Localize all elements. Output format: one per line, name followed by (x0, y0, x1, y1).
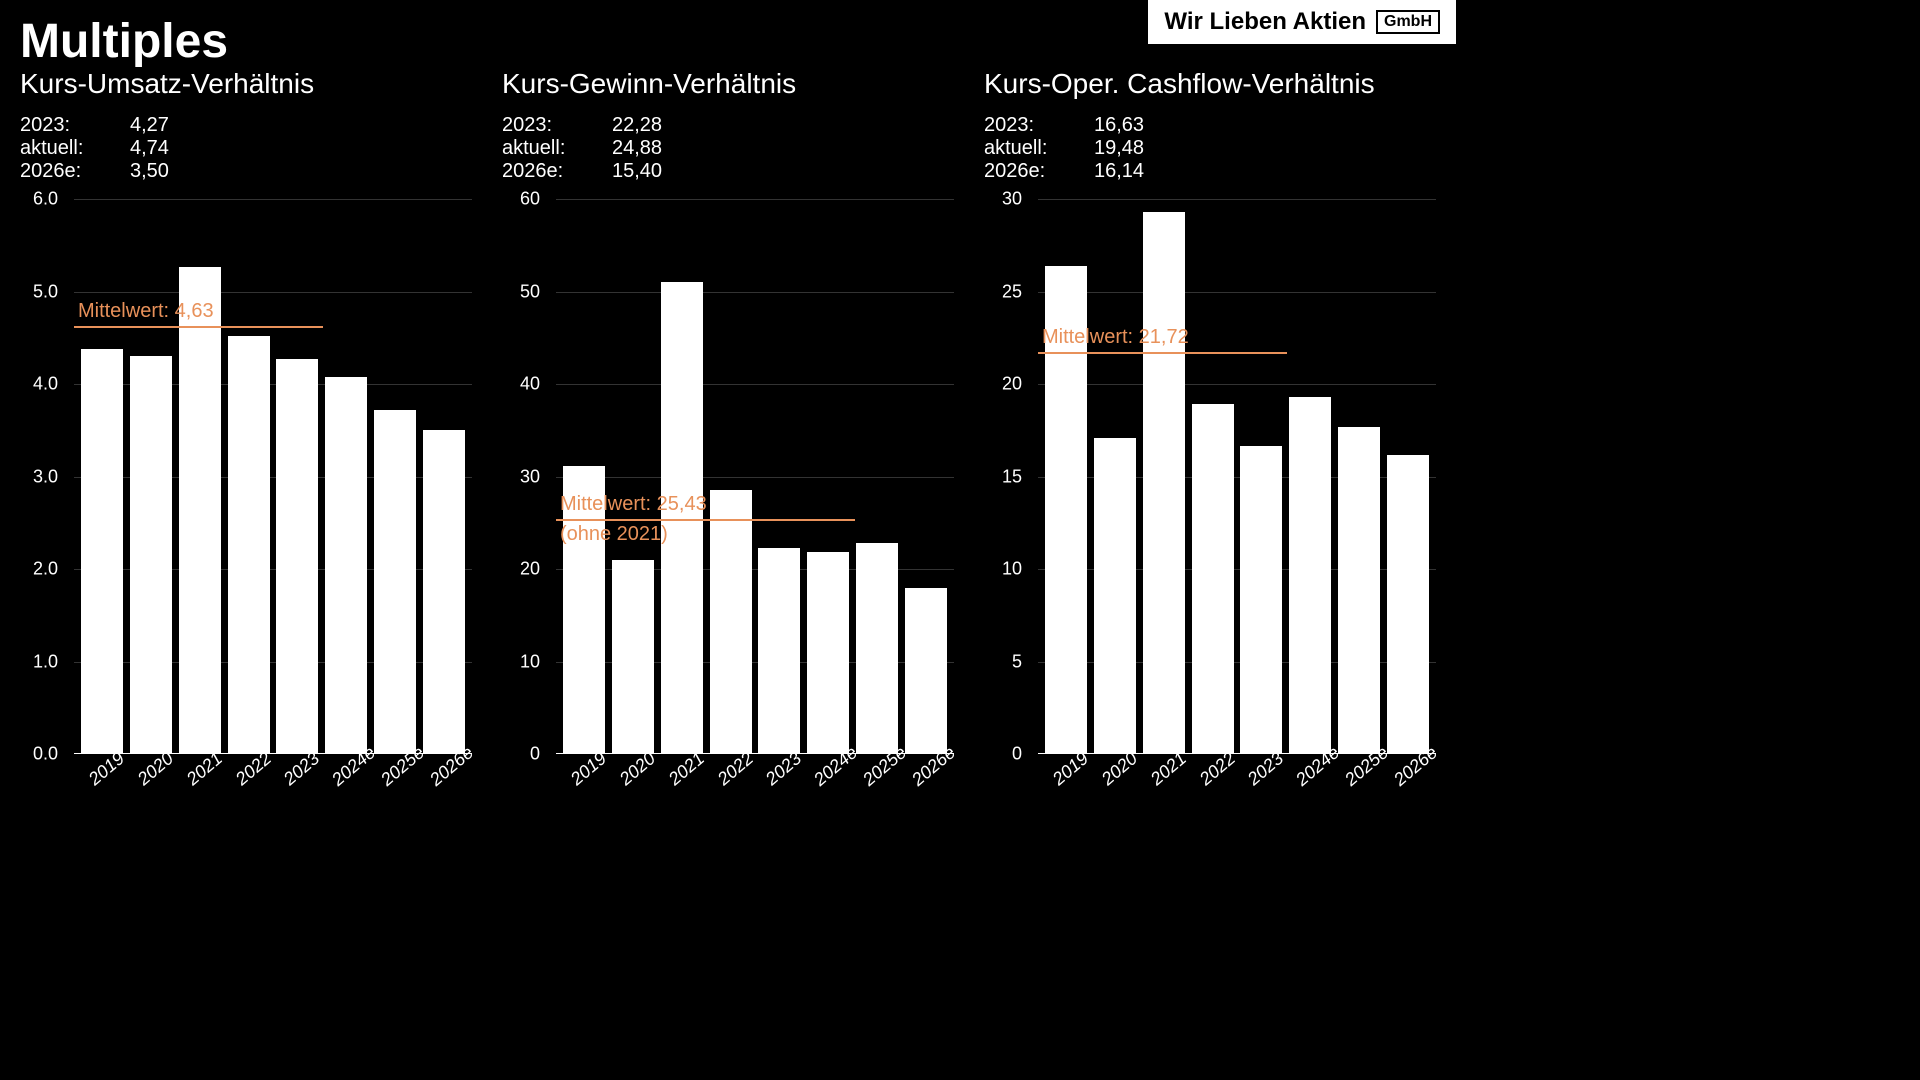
chart-title: Kurs-Umsatz-Verhältnis (20, 68, 472, 100)
chart-area: 051015202530Mittelwert: 21,7220192020202… (984, 199, 1436, 802)
bar (1289, 397, 1331, 754)
bar (1338, 427, 1380, 754)
stat-value: 3,50 (130, 160, 169, 183)
brand-logo: Wir Lieben Aktien GmbH (1148, 0, 1456, 44)
y-tick-label: 2.0 (33, 559, 58, 580)
mean-line (556, 519, 855, 521)
stat-value: 16,63 (1094, 114, 1144, 137)
y-tick-label: 4.0 (33, 374, 58, 395)
y-tick-label: 25 (1002, 281, 1022, 302)
mean-line (1038, 352, 1287, 354)
bar (130, 356, 172, 754)
y-tick-label: 5.0 (33, 281, 58, 302)
bar (856, 543, 898, 754)
mean-label: Mittelwert: 25,43 (560, 493, 707, 516)
y-tick-label: 5 (1012, 651, 1022, 672)
bar (423, 430, 465, 754)
chart-area: 0102030405060Mittelwert: 25,43(ohne 2021… (502, 199, 954, 802)
plot-region: Mittelwert: 25,43 (ohne 2021) (556, 199, 954, 754)
chart-panel: Kurs-Umsatz-Verhältnis2023:4,27aktuell:4… (20, 68, 472, 802)
bar (81, 349, 123, 754)
bars-group (1038, 199, 1436, 754)
plot-region: Mittelwert: 4,63 (74, 199, 472, 754)
y-tick-label: 0 (530, 744, 540, 765)
stat-label: aktuell: (20, 137, 130, 160)
x-labels: 201920202021202220232024e2025e2026e (556, 754, 954, 802)
x-tick-label: 2026e (908, 747, 971, 811)
chart-title: Kurs-Oper. Cashflow-Verhältnis (984, 68, 1436, 100)
stat-value: 4,74 (130, 137, 169, 160)
bar (1387, 455, 1429, 754)
chart-stats: 2023:4,27aktuell:4,742026e:3,50 (20, 114, 472, 183)
bar (1094, 438, 1136, 754)
y-tick-label: 0 (1012, 744, 1022, 765)
bar (905, 588, 947, 755)
stat-label: 2023: (502, 114, 612, 137)
mean-label: Mittelwert: 4,63 (78, 300, 214, 323)
bar (1192, 404, 1234, 754)
logo-text: Wir Lieben Aktien (1164, 8, 1366, 36)
chart-stats: 2023:16,63aktuell:19,482026e:16,14 (984, 114, 1436, 183)
bar (710, 490, 752, 754)
stat-label: 2026e: (984, 160, 1094, 183)
chart-stats: 2023:22,28aktuell:24,882026e:15,40 (502, 114, 954, 183)
x-labels: 201920202021202220232024e2025e2026e (74, 754, 472, 802)
mean-line (74, 326, 323, 328)
plot-region: Mittelwert: 21,72 (1038, 199, 1436, 754)
bars-group (556, 199, 954, 754)
y-tick-label: 30 (1002, 189, 1022, 210)
bar (179, 267, 221, 754)
stat-value: 16,14 (1094, 160, 1144, 183)
x-labels: 201920202021202220232024e2025e2026e (1038, 754, 1436, 802)
chart-panel: Kurs-Gewinn-Verhältnis 2023:22,28aktuell:… (502, 68, 954, 802)
y-tick-label: 6.0 (33, 189, 58, 210)
bar (374, 410, 416, 754)
y-tick-label: 0.0 (33, 744, 58, 765)
y-tick-label: 15 (1002, 466, 1022, 487)
stat-label: 2026e: (20, 160, 130, 183)
bar (758, 548, 800, 754)
stat-label: 2026e: (502, 160, 612, 183)
bar (612, 560, 654, 754)
stat-value: 24,88 (612, 137, 662, 160)
chart-area: 0.01.02.03.04.05.06.0Mittelwert: 4,63201… (20, 199, 472, 802)
x-tick-label: 2026e (1390, 747, 1453, 811)
y-tick-label: 20 (520, 559, 540, 580)
y-tick-label: 10 (520, 651, 540, 672)
y-tick-label: 60 (520, 189, 540, 210)
charts-container: Kurs-Umsatz-Verhältnis2023:4,27aktuell:4… (20, 68, 1436, 802)
bars-group (74, 199, 472, 754)
bar (1240, 446, 1282, 754)
y-tick-label: 20 (1002, 374, 1022, 395)
bar (228, 336, 270, 754)
stat-label: aktuell: (984, 137, 1094, 160)
y-tick-label: 30 (520, 466, 540, 487)
y-tick-label: 40 (520, 374, 540, 395)
page-title: Multiples (20, 14, 228, 69)
stat-value: 19,48 (1094, 137, 1144, 160)
stat-value: 15,40 (612, 160, 662, 183)
bar (807, 552, 849, 754)
bar (1143, 212, 1185, 754)
stat-label: aktuell: (502, 137, 612, 160)
chart-panel: Kurs-Oper. Cashflow-Verhältnis 2023:16,63… (984, 68, 1436, 802)
mean-sublabel: (ohne 2021) (560, 523, 668, 546)
bar (325, 377, 367, 754)
stat-value: 4,27 (130, 114, 169, 137)
y-tick-label: 1.0 (33, 651, 58, 672)
y-tick-label: 50 (520, 281, 540, 302)
logo-badge: GmbH (1376, 10, 1440, 34)
x-tick-label: 2026e (426, 747, 489, 811)
bar (276, 359, 318, 754)
stat-value: 22,28 (612, 114, 662, 137)
mean-label: Mittelwert: 21,72 (1042, 326, 1189, 349)
stat-label: 2023: (20, 114, 130, 137)
chart-title: Kurs-Gewinn-Verhältnis (502, 68, 954, 100)
y-tick-label: 3.0 (33, 466, 58, 487)
y-tick-label: 10 (1002, 559, 1022, 580)
stat-label: 2023: (984, 114, 1094, 137)
